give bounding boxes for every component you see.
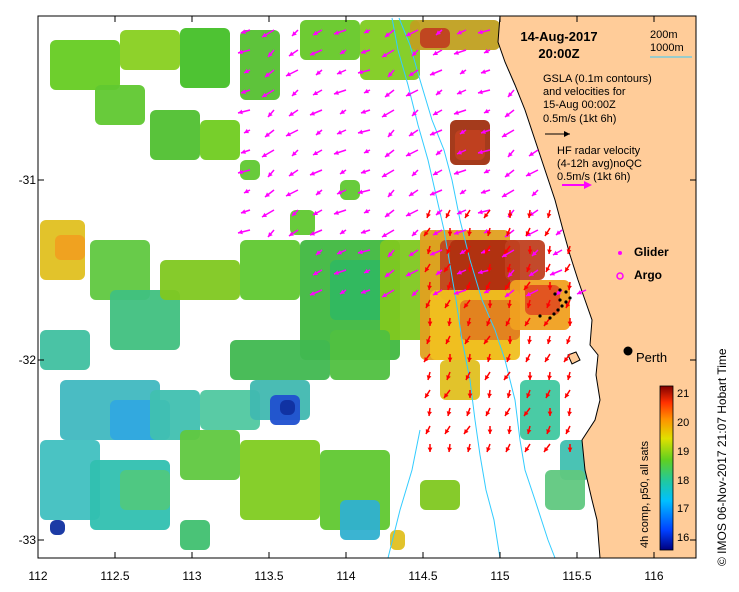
map-time: 20:00Z bbox=[538, 46, 580, 61]
gsla-legend-line: GSLA (0.1m contours) bbox=[543, 73, 652, 85]
glider-legend-label: Glider bbox=[634, 245, 669, 259]
colorbar-tick: 16 bbox=[677, 532, 690, 544]
x-tick-label: 116 bbox=[644, 569, 664, 583]
hf-radar-arrows bbox=[237, 28, 587, 298]
x-tick-label: 114.5 bbox=[408, 569, 438, 583]
colorbar-tick: 19 bbox=[677, 446, 690, 458]
argo-legend-label: Argo bbox=[634, 268, 662, 282]
hf-legend-line: (4-12h avg)noQC bbox=[557, 158, 642, 170]
gsla-legend-line: 15-Aug 00:00Z bbox=[543, 99, 616, 111]
hf-legend-line: HF radar velocity bbox=[557, 145, 641, 157]
colorbar-tick: 20 bbox=[677, 417, 690, 429]
colorbar-tick: 17 bbox=[677, 503, 690, 515]
isobath-1000m-label: 1000m bbox=[650, 42, 684, 54]
y-tick-label: -31 bbox=[18, 173, 36, 187]
glider-symbol bbox=[618, 251, 622, 255]
x-tick-label: 113.5 bbox=[254, 569, 284, 583]
isobath-1000m bbox=[391, 17, 501, 559]
isobath-lines bbox=[387, 17, 556, 559]
argo-symbol bbox=[616, 272, 624, 280]
x-tick-label: 112.5 bbox=[100, 569, 130, 583]
island bbox=[567, 351, 581, 365]
colorbar-title: 4h comp, p50, all sats bbox=[639, 440, 651, 548]
isobath-deep bbox=[387, 429, 421, 559]
plot-frame bbox=[37, 15, 697, 559]
perth-marker bbox=[623, 346, 633, 356]
axis-ticks bbox=[37, 16, 696, 558]
colorbar-tick: 18 bbox=[677, 475, 690, 487]
gsla-legend-line: and velocities for bbox=[543, 86, 626, 98]
land-mass bbox=[497, 15, 697, 559]
hf-scale-label: 0.5m/s (1kt 6h) bbox=[557, 171, 631, 183]
imos-credit: © IMOS 06-Nov-2017 21:07 Hobart Time bbox=[715, 348, 729, 566]
isobath-200m bbox=[398, 17, 556, 559]
y-tick-label: -32 bbox=[18, 353, 36, 367]
y-tick-label: -33 bbox=[18, 533, 36, 547]
isobath-200m-label: 200m bbox=[650, 29, 678, 41]
map-date-block: 14-Aug-2017 20:00Z bbox=[513, 28, 605, 62]
colorbar-tick: 21 bbox=[677, 388, 690, 400]
colorbar bbox=[659, 385, 674, 551]
gsla-arrows bbox=[423, 209, 573, 453]
x-tick-label: 113 bbox=[182, 569, 202, 583]
x-tick-label: 114 bbox=[336, 569, 356, 583]
x-tick-label: 115 bbox=[490, 569, 510, 583]
gsla-scale-label: 0.5m/s (1kt 6h) bbox=[543, 113, 617, 125]
glider-track bbox=[538, 288, 572, 320]
map-date: 14-Aug-2017 bbox=[520, 29, 598, 44]
city-label-perth: Perth bbox=[636, 350, 668, 365]
x-tick-label: 115.5 bbox=[562, 569, 592, 583]
x-tick-label: 112 bbox=[28, 569, 48, 583]
